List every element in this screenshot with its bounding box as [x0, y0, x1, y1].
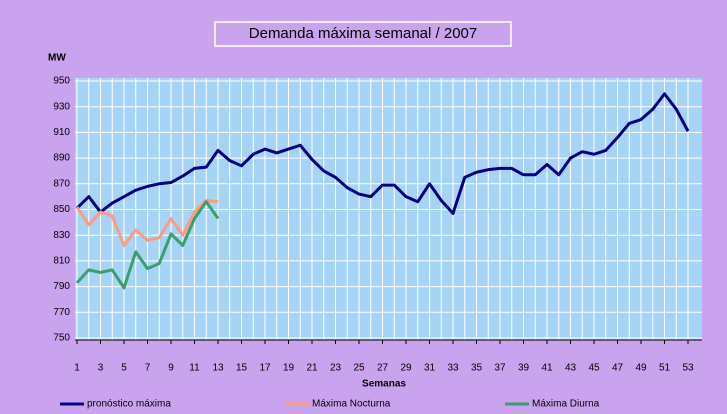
x-tick-label: 35	[471, 363, 483, 374]
x-tick-label: 27	[377, 363, 389, 374]
x-tick-label: 31	[424, 363, 436, 374]
x-tick-label: 9	[168, 363, 174, 374]
x-tick-label: 39	[518, 363, 530, 374]
legend-label: Máxima Diurna	[532, 399, 600, 410]
x-tick-label: 25	[353, 363, 365, 374]
x-tick-label: 3	[98, 363, 104, 374]
legend-label: Máxima Nocturna	[312, 399, 391, 410]
x-axis-label: Semanas	[362, 379, 406, 390]
y-axis-label: MW	[48, 53, 66, 64]
y-tick-label: 790	[53, 281, 70, 292]
x-tick-label: 43	[565, 363, 577, 374]
x-tick-label: 5	[121, 363, 127, 374]
legend-label: pronóstico máxima	[87, 399, 171, 410]
x-tick-label: 15	[236, 363, 248, 374]
y-tick-label: 750	[53, 333, 70, 344]
y-tick-label: 890	[53, 153, 70, 164]
y-tick-label: 830	[53, 230, 70, 241]
series-line	[75, 200, 220, 290]
x-tick-label: 19	[283, 363, 295, 374]
x-tick-label: 37	[494, 363, 506, 374]
y-tick-label: 910	[53, 127, 70, 138]
x-tick-label: 17	[259, 363, 271, 374]
x-tick-label: 51	[659, 363, 671, 374]
series-line	[75, 92, 690, 215]
x-tick-label: 33	[447, 363, 459, 374]
x-tick-label: 53	[682, 363, 694, 374]
x-tick-label: 41	[541, 363, 553, 374]
x-tick-label: 21	[306, 363, 318, 374]
x-tick-label: 1	[74, 363, 80, 374]
x-tick-label: 47	[612, 363, 624, 374]
x-tick-label: 23	[330, 363, 342, 374]
x-tick-label: 45	[588, 363, 600, 374]
y-tick-label: 850	[53, 204, 70, 215]
y-tick-label: 930	[53, 101, 70, 112]
y-tick-label: 810	[53, 256, 70, 267]
series-line	[75, 199, 219, 247]
y-tick-label: 770	[53, 307, 70, 318]
chart-title: Demanda máxima semanal / 2007	[249, 25, 477, 42]
x-tick-label: 11	[189, 363, 200, 374]
x-tick-label: 13	[212, 363, 224, 374]
x-tick-label: 49	[635, 363, 647, 374]
title-box	[214, 21, 512, 47]
y-tick-label: 950	[53, 76, 70, 87]
y-tick-label: 870	[53, 178, 70, 189]
x-tick-label: 29	[400, 363, 412, 374]
x-tick-label: 7	[145, 363, 151, 374]
